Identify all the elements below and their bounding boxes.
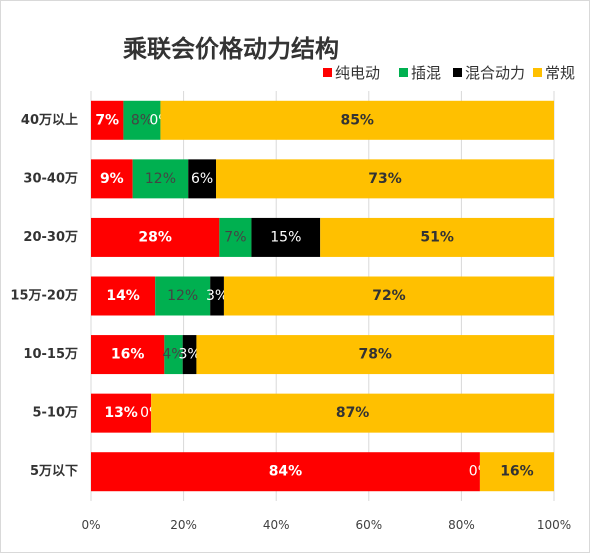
category-label: 20-30万 [23,230,78,245]
category-label: 5-10万 [32,406,78,421]
bar-segment [91,159,133,199]
bar-segment [320,217,554,257]
legend-label: 插混 [411,64,441,82]
value-axis: 0% 20% 40% 60% 80% 100% [81,518,571,532]
category-label: 30-40万 [23,171,78,186]
bar-segment [164,335,183,375]
bar-segment [155,276,211,316]
data-label: 8% [131,112,153,128]
data-label: 9% [100,171,124,187]
bar-segment [188,159,217,199]
legend-swatch [453,68,462,77]
tick-label: 40% [263,518,290,532]
data-label: 51% [420,229,454,245]
data-label: 16% [111,347,145,363]
legend: 纯电动 插混 混合动力 常规 [323,64,575,82]
legend-swatch [533,68,542,77]
data-label: 12% [145,171,176,187]
data-label: 6% [191,171,213,187]
data-label: 14% [106,288,140,304]
data-label: 4% [162,347,184,363]
data-label: 85% [340,112,374,128]
data-label: 78% [358,347,392,363]
bar-segment [91,335,165,375]
category-label: 5万以下 [30,464,78,479]
bar-segment [223,276,554,316]
bar-segment [91,276,156,316]
tick-label: 80% [448,518,475,532]
tick-label: 60% [355,518,382,532]
legend-swatch [323,68,332,77]
bar-segment [160,100,554,140]
data-label: 87% [336,405,370,421]
bar-segment [210,276,224,316]
legend-label: 混合动力 [465,64,525,82]
data-label: 13% [104,405,138,421]
data-label: 73% [368,171,402,187]
category-label: 10-15万 [23,347,78,362]
data-label: 72% [372,288,406,304]
tick-label: 100% [537,518,571,532]
bar-segment [479,452,554,492]
bar-segment [182,335,197,375]
data-label: 15% [270,229,301,245]
bar-segment [151,393,554,433]
chart-title: 乘联会价格动力结构 [122,35,339,63]
bar-segment [91,100,124,140]
category-label: 15万-20万 [10,289,78,304]
data-label: 28% [138,229,172,245]
bar-segment [251,217,321,257]
bar-segment [196,335,554,375]
legend-swatch [399,68,408,77]
legend-label: 常规 [545,64,575,82]
bar-segment [219,217,252,257]
bar-segment [91,393,152,433]
bar-segment [91,217,220,257]
bar-segment [91,452,480,492]
category-label: 40万以上 [21,113,78,128]
data-label: 3% [206,288,228,304]
data-label: 12% [167,288,198,304]
bar-segment [216,159,554,199]
tick-label: 0% [81,518,100,532]
data-label: 7% [95,112,119,128]
data-label: 84% [269,464,303,480]
data-label: 3% [178,347,200,363]
tick-label: 20% [170,518,197,532]
category-axis: 40万以上 30-40万 20-30万 15万-20万 10-15万 5-10万 5万以下 [10,113,78,479]
data-label: 7% [224,229,246,245]
legend-label: 纯电动 [335,64,380,82]
bars: 7%8%0%85%9%12%6%73%28%7%15%51%14%12%3%72… [91,100,554,492]
data-label: 16% [500,464,534,480]
bar-segment [132,159,189,199]
bar-segment [123,100,161,140]
